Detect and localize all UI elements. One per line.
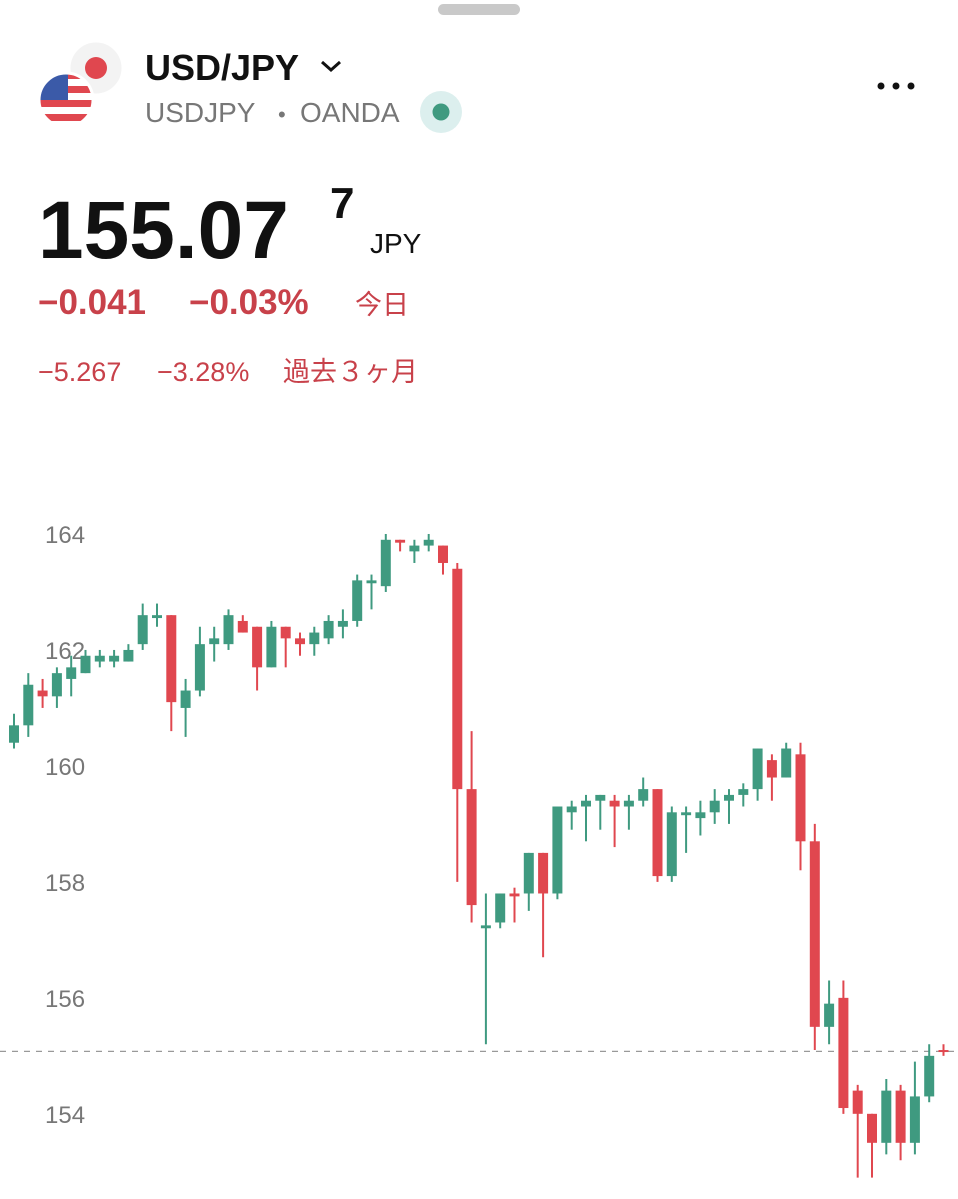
candle-body [652,789,663,877]
candle-body [609,800,620,807]
drag-handle[interactable] [438,4,520,15]
candle-body [824,1003,835,1027]
candle-body [480,925,491,929]
candle-body [666,812,677,877]
candle-body [752,748,763,790]
candle-body [623,800,634,807]
y-tick-label: 162 [45,638,85,665]
candle-body [37,690,48,697]
candle-body [66,667,77,679]
candle-body [80,655,91,674]
separator: • [278,102,286,127]
dropdown-chevron[interactable] [321,60,341,73]
candle-body [180,690,191,708]
candle-body [709,800,720,813]
candle-body [738,789,749,795]
candle-body [23,684,34,726]
candle-body [838,997,849,1109]
candle-body [280,626,291,639]
candle-body [223,615,234,645]
day-change-pct: −0.03% [189,283,309,322]
candle-body [538,852,549,894]
candle-body [867,1113,877,1143]
period-change-pct: −3.28% [157,357,249,387]
candle-body [380,539,391,587]
price: 155.07 [38,185,289,276]
candle-body [795,754,806,842]
candle-body [924,1055,935,1097]
candle-body [395,539,406,543]
candle-body [194,644,205,691]
period-change: −5.267 [38,357,121,387]
y-tick-label: 154 [45,1102,85,1129]
y-tick-label: 156 [45,986,85,1013]
pair-icon [37,39,125,129]
candle-body [466,789,477,906]
candle-body [724,794,734,801]
candle-body [323,620,334,639]
candle-body [938,1050,949,1053]
candle-body [638,789,649,801]
market-status-dot [432,103,450,121]
candle-body [352,580,363,621]
candle-body [252,626,263,668]
candle-body [51,673,62,697]
candle-body [881,1090,892,1143]
more-menu[interactable] [877,82,915,90]
candle-body [266,626,277,668]
candle-body [152,615,162,619]
candle-body [852,1090,863,1114]
candle-body [452,568,463,790]
y-tick-label: 160 [45,754,85,781]
exchange: OANDA [300,97,400,128]
candle-body [552,806,563,894]
candle-body [123,649,134,662]
candle-body [566,806,577,813]
candle-body [423,539,434,546]
candle-body [595,794,606,801]
period-label: 過去３ヶ月 [283,357,418,387]
candle-body [809,841,820,1027]
candle-body [438,545,448,563]
candle-body [909,1096,920,1143]
candle-body [137,615,148,645]
price-last-digit: 7 [330,179,354,228]
symbol-code: USDJPY [145,97,256,128]
candle-body [523,852,534,894]
candle-body [94,655,105,662]
candle-body [9,725,19,743]
candle-body [681,812,692,816]
candle-body [695,812,706,819]
currency: JPY [370,228,422,259]
candle-body [495,893,506,923]
candle-body [581,800,591,807]
symbol-title[interactable]: USD/JPY [145,47,299,88]
candle-body [337,620,348,627]
candle-body [295,638,305,645]
candle-body [895,1090,906,1143]
day-label: 今日 [355,290,409,320]
candle-body [366,580,377,584]
candle-body [209,638,220,645]
chart: 154 156 158 160 162 164 [0,522,958,1178]
candle-body [166,615,177,703]
candle-body [781,748,792,778]
candle-body [409,545,420,552]
day-change: −0.041 [38,283,146,322]
candle-body [509,893,520,897]
y-tick-label: 158 [45,870,85,897]
candle-body [309,632,320,645]
candle-body [237,620,248,633]
candle-body [109,655,120,662]
candle-body [766,760,777,778]
y-tick-label: 164 [45,522,85,549]
